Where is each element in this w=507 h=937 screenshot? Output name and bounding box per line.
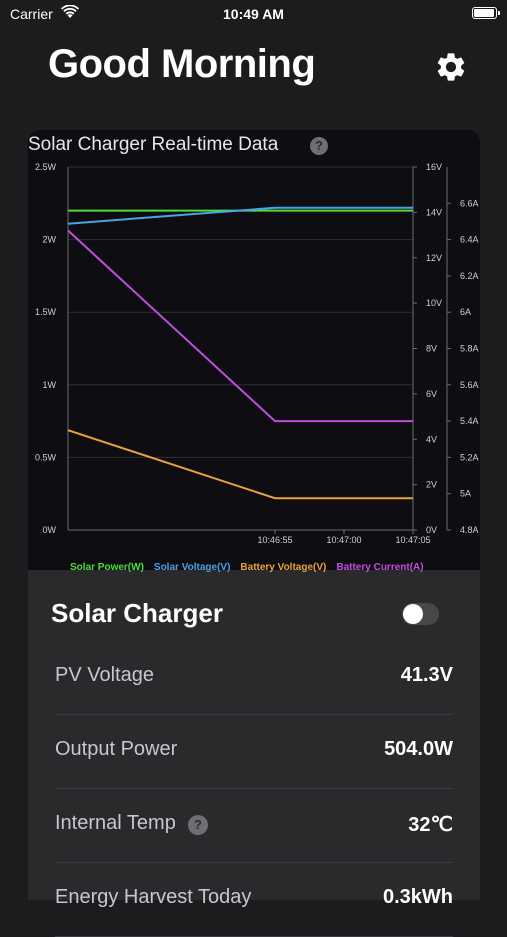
metric-row-pv-voltage: PV Voltage 41.3V <box>55 640 453 715</box>
chart-title: Solar Charger Real-time Data <box>28 134 279 155</box>
right-axis-1-tick-label: 2V <box>426 480 437 490</box>
metric-value: 504.0W <box>384 738 453 760</box>
metric-row-output-power: Output Power 504.0W <box>55 714 453 789</box>
x-axis-tick-label: 10:47:00 <box>326 535 361 545</box>
right-axis-1-tick-label: 14V <box>426 207 442 217</box>
solar-charger-title: Solar Charger <box>51 598 223 628</box>
right-axis-1-tick-label: 10V <box>426 298 442 308</box>
metric-label: Output Power <box>55 738 178 760</box>
toggle-knob <box>403 604 423 624</box>
x-axis-tick-label: 10:47:05 <box>395 535 430 545</box>
carrier-label: Carrier <box>10 6 53 22</box>
left-axis-tick-label: 2W <box>43 235 57 245</box>
right-axis-2-tick-label: 6.2A <box>460 271 479 281</box>
left-axis-tick-label: 0W <box>43 525 57 535</box>
metric-value: 41.3V <box>400 664 453 686</box>
greeting-title: Good Morning <box>48 42 316 86</box>
x-axis-tick-label: 10:46:55 <box>257 535 292 545</box>
left-axis-tick-label: 1.5W <box>35 307 57 317</box>
right-axis-2-tick-label: 5A <box>460 489 471 499</box>
right-axis-2-tick-label: 4.8A <box>460 525 479 535</box>
temp-help-icon[interactable]: ? <box>188 815 208 835</box>
metric-row-internal-temp: Internal Temp ? 32℃ <box>55 788 453 863</box>
right-axis-2-tick-label: 5.4A <box>460 416 479 426</box>
right-axis-1-tick-label: 0V <box>426 525 437 535</box>
status-time: 10:49 AM <box>223 6 284 22</box>
metric-value: 32℃ <box>408 814 453 836</box>
right-axis-2-tick-label: 5.6A <box>460 380 479 390</box>
wifi-icon <box>61 5 79 18</box>
right-axis-2-tick-label: 5.2A <box>460 452 479 462</box>
gear-icon[interactable] <box>434 50 468 84</box>
right-axis-2-tick-label: 5.8A <box>460 344 479 354</box>
legend-solar-power: Solar Power(W) <box>70 562 144 573</box>
chart-help-icon[interactable]: ? <box>310 137 328 155</box>
series-line-battery-voltage <box>67 429 413 500</box>
legend-battery-voltage: Battery Voltage(V) <box>240 562 327 573</box>
right-axis-2-tick-label: 6A <box>460 307 471 317</box>
right-axis-1-tick-label: 16V <box>426 162 442 172</box>
chart-background <box>28 130 480 570</box>
realtime-chart: 0W 0.5W 1W 1.5W 2W 2.5W 0V 2V 4V 6V 8V 10V 12V 14V 16V… <box>35 162 479 545</box>
metric-label: Internal Temp <box>55 812 176 834</box>
charger-toggle[interactable] <box>402 603 439 625</box>
right-axis-2-tick-label: 6.6A <box>460 198 479 208</box>
right-axis-2-tick-label: 6.4A <box>460 235 479 245</box>
battery-icon <box>472 7 500 19</box>
legend-battery-current: Battery Current(A) <box>336 562 424 573</box>
legend-solar-voltage: Solar Voltage(V) <box>153 562 231 573</box>
metric-label: Energy Harvest Today <box>55 886 252 908</box>
chart-legend: Solar Power(W) Solar Voltage(V) Battery Vo… <box>70 562 438 578</box>
series-line-battery-current <box>67 229 413 423</box>
left-axis-tick-label: 2.5W <box>35 162 57 172</box>
metric-value: 0.3kWh <box>382 886 453 908</box>
left-axis-tick-label: 1W <box>43 380 57 390</box>
metric-label: PV Voltage <box>55 664 154 686</box>
right-axis-1-tick-label: 12V <box>426 253 442 263</box>
right-axis-1-tick-label: 8V <box>426 344 437 354</box>
status-bar: Carrier 10:49 AM <box>0 0 507 30</box>
left-axis-tick-label: 0.5W <box>35 452 57 462</box>
right-axis-1-tick-label: 6V <box>426 389 437 399</box>
series-line-solar-voltage <box>67 206 413 225</box>
right-axis-1-tick-label: 4V <box>426 434 437 444</box>
